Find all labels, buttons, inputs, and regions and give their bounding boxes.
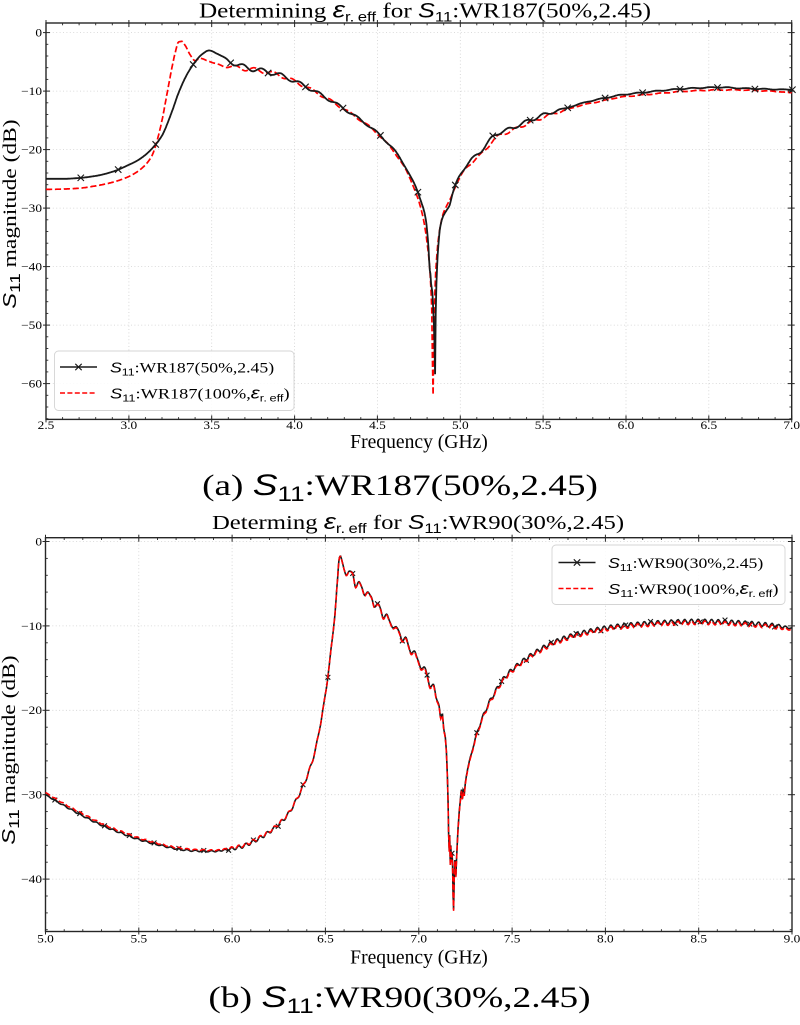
svg-text:−10: −10 [21, 85, 42, 98]
svg-text:S11:WR90(100%,εr. eff): S11:WR90(100%,εr. eff) [608, 579, 778, 600]
svg-text:−40: −40 [21, 873, 42, 886]
svg-text:S11:WR90(30%,2.45): S11:WR90(30%,2.45) [608, 554, 763, 574]
svg-text:−30: −30 [21, 202, 42, 215]
svg-text:−60: −60 [21, 377, 42, 390]
svg-text:6.5: 6.5 [317, 932, 334, 945]
svg-text:4.0: 4.0 [286, 419, 303, 432]
svg-text:Frequency (GHz): Frequency (GHz) [350, 946, 488, 968]
svg-text:8.0: 8.0 [597, 932, 614, 945]
svg-text:4.5: 4.5 [369, 419, 386, 432]
svg-text:2.5: 2.5 [38, 419, 55, 432]
svg-text:7.5: 7.5 [504, 932, 521, 945]
svg-text:−40: −40 [21, 260, 42, 273]
svg-text:5.5: 5.5 [130, 932, 147, 945]
svg-text:5.5: 5.5 [535, 419, 552, 432]
svg-text:7.0: 7.0 [783, 419, 800, 432]
svg-text:5.0: 5.0 [37, 932, 54, 945]
svg-text:3.5: 3.5 [203, 419, 220, 432]
svg-text:(b) S11:WR90(30%,2.45): (b) S11:WR90(30%,2.45) [208, 980, 590, 1018]
svg-text:6.0: 6.0 [224, 932, 241, 945]
svg-text:6.0: 6.0 [618, 419, 635, 432]
svg-text:0: 0 [35, 26, 42, 39]
svg-text:−20: −20 [21, 704, 42, 717]
svg-text:−30: −30 [21, 788, 42, 801]
svg-text:Frequency (GHz): Frequency (GHz) [350, 431, 488, 453]
svg-text:3.0: 3.0 [121, 419, 138, 432]
svg-text:6.5: 6.5 [701, 419, 718, 432]
svg-text:0: 0 [35, 535, 42, 548]
svg-text:S11:WR187(100%,εr. eff): S11:WR187(100%,εr. eff) [110, 383, 290, 404]
svg-text:9.0: 9.0 [784, 932, 800, 945]
svg-text:−10: −10 [21, 620, 42, 633]
svg-text:−50: −50 [21, 319, 42, 332]
svg-text:−20: −20 [21, 143, 42, 156]
svg-text:5.0: 5.0 [452, 419, 469, 432]
svg-text:S11 magnitude (dB): S11 magnitude (dB) [0, 119, 23, 308]
svg-text:(a) S11:WR187(50%,2.45): (a) S11:WR187(50%,2.45) [202, 468, 598, 506]
svg-text:S11 magnitude (dB): S11 magnitude (dB) [0, 655, 22, 844]
svg-text:7.0: 7.0 [410, 932, 427, 945]
svg-text:Determing εr. eff for S11:WR90: Determing εr. eff for S11:WR90(30%,2.45) [212, 509, 624, 536]
svg-text:S11:WR187(50%,2.45): S11:WR187(50%,2.45) [110, 359, 274, 379]
svg-text:8.5: 8.5 [690, 932, 707, 945]
svg-text:Determining εr. eff for S11:WR: Determining εr. eff for S11:WR187(50%,2.… [199, 0, 651, 25]
